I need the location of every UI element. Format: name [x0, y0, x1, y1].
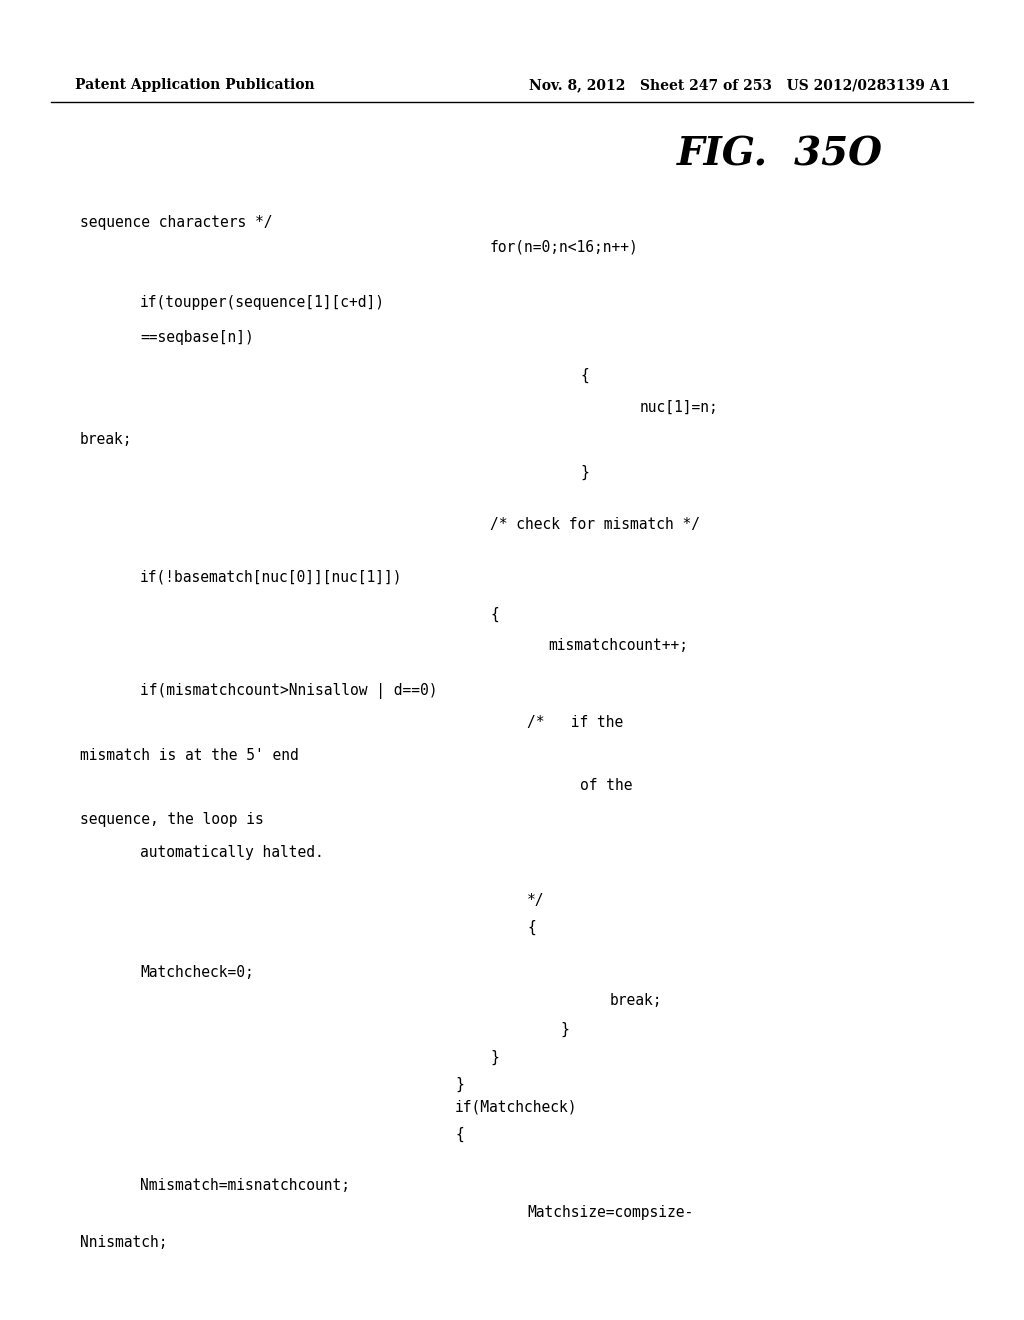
Text: FIG.  35O: FIG. 35O: [677, 135, 883, 173]
Text: mismatchcount++;: mismatchcount++;: [548, 638, 688, 653]
Text: Matchcheck=0;: Matchcheck=0;: [140, 965, 254, 979]
Text: nuc[1]=n;: nuc[1]=n;: [640, 400, 719, 414]
Text: Nmismatch=misnatchcount;: Nmismatch=misnatchcount;: [140, 1177, 350, 1193]
Text: break;: break;: [610, 993, 663, 1008]
Text: for(n=0;n<16;n++): for(n=0;n<16;n++): [490, 240, 639, 255]
Text: Matchsize=compsize-: Matchsize=compsize-: [527, 1205, 693, 1220]
Text: Nov. 8, 2012   Sheet 247 of 253   US 2012/0283139 A1: Nov. 8, 2012 Sheet 247 of 253 US 2012/02…: [528, 78, 950, 92]
Text: Nnismatch;: Nnismatch;: [80, 1236, 168, 1250]
Text: ==seqbase[n]): ==seqbase[n]): [140, 330, 254, 345]
Text: {: {: [490, 607, 499, 622]
Text: }: }: [580, 465, 589, 480]
Text: if(toupper(sequence[1][c+d]): if(toupper(sequence[1][c+d]): [140, 294, 385, 310]
Text: {: {: [580, 368, 589, 383]
Text: if(Matchcheck): if(Matchcheck): [455, 1100, 578, 1115]
Text: }: }: [490, 1049, 499, 1065]
Text: Patent Application Publication: Patent Application Publication: [75, 78, 314, 92]
Text: if(mismatchcount>Nnisallow | d==0): if(mismatchcount>Nnisallow | d==0): [140, 682, 437, 700]
Text: }: }: [455, 1077, 464, 1092]
Text: automatically halted.: automatically halted.: [140, 845, 324, 861]
Text: sequence characters */: sequence characters */: [80, 215, 272, 230]
Text: sequence, the loop is: sequence, the loop is: [80, 812, 264, 828]
Text: /*   if the: /* if the: [527, 715, 624, 730]
Text: if(!basematch[nuc[0]][nuc[1]]): if(!basematch[nuc[0]][nuc[1]]): [140, 570, 402, 585]
Text: of the: of the: [580, 777, 633, 793]
Text: mismatch is at the 5' end: mismatch is at the 5' end: [80, 748, 299, 763]
Text: break;: break;: [80, 432, 132, 447]
Text: {: {: [527, 920, 536, 935]
Text: /* check for mismatch */: /* check for mismatch */: [490, 517, 700, 532]
Text: {: {: [455, 1127, 464, 1142]
Text: }: }: [560, 1022, 568, 1038]
Text: */: */: [527, 894, 545, 908]
